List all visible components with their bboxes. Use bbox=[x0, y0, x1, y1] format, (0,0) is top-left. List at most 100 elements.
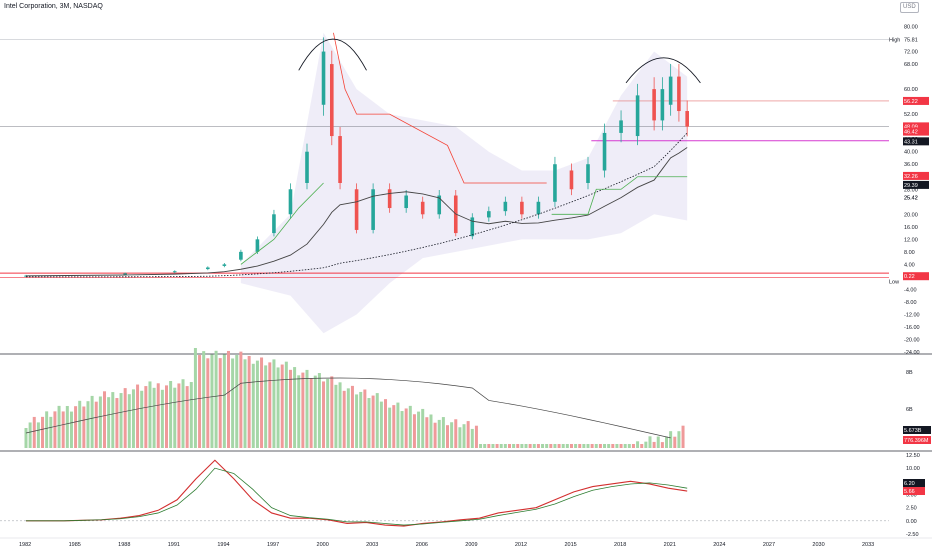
volume-bar bbox=[276, 367, 280, 448]
candle-body bbox=[685, 111, 689, 127]
volume-bar bbox=[57, 405, 61, 448]
supertrend-down-line bbox=[333, 32, 547, 184]
volume-bar bbox=[115, 398, 119, 448]
candle-body bbox=[329, 64, 334, 137]
macd-tick-label: 10.00 bbox=[906, 466, 920, 472]
time-tick-label: 2003 bbox=[366, 542, 378, 548]
volume-bar bbox=[218, 358, 222, 448]
volume-bar bbox=[644, 441, 648, 448]
volume-bar bbox=[198, 355, 202, 448]
volume-bar bbox=[408, 405, 412, 448]
macd-tick-label: 12.50 bbox=[906, 453, 920, 459]
price-tag-box bbox=[903, 180, 929, 189]
volume-bar bbox=[541, 444, 545, 448]
volume-bar bbox=[565, 444, 569, 448]
volume-bar bbox=[189, 382, 193, 448]
candle-body bbox=[520, 201, 524, 215]
time-tick-label: 2027 bbox=[763, 542, 775, 548]
volume-bar bbox=[140, 390, 144, 448]
price-tick-label: 25.42 bbox=[904, 195, 918, 201]
price-tick-label: 12.00 bbox=[904, 237, 918, 243]
price-axis[interactable]: 80.0072.0068.0060.0052.0044.0040.0036.00… bbox=[889, 25, 931, 538]
candle-body bbox=[222, 264, 227, 266]
volume-bar bbox=[36, 422, 40, 448]
candle-body bbox=[288, 189, 293, 215]
volume-bar bbox=[466, 421, 470, 448]
volume-bar bbox=[152, 387, 156, 448]
volume-bar bbox=[255, 360, 259, 448]
volume-bar bbox=[578, 444, 582, 448]
volume-bar bbox=[503, 444, 507, 448]
volume-bar bbox=[165, 385, 168, 448]
candle-body bbox=[371, 189, 375, 230]
volume-bar bbox=[313, 375, 317, 448]
volume-bar bbox=[78, 400, 82, 448]
volume-bar bbox=[487, 444, 491, 448]
volume-bar bbox=[371, 395, 375, 448]
volume-bar bbox=[65, 405, 69, 448]
time-tick-label: 1991 bbox=[168, 542, 180, 548]
price-tick-label: 36.00 bbox=[904, 162, 918, 168]
time-tick-label: 2006 bbox=[416, 542, 428, 548]
volume-bar bbox=[136, 384, 140, 448]
volume-bar bbox=[53, 411, 57, 448]
candle-body bbox=[635, 95, 640, 137]
price-tick-label: -16.00 bbox=[904, 325, 920, 331]
volume-bar bbox=[103, 391, 107, 448]
time-tick-label: 2021 bbox=[664, 542, 676, 548]
volume-bar bbox=[45, 411, 49, 448]
volume-bar bbox=[350, 385, 354, 448]
volume-bar bbox=[28, 422, 32, 448]
time-tick-label: 2015 bbox=[564, 542, 576, 548]
volume-bar bbox=[553, 444, 557, 448]
candle-body bbox=[239, 251, 243, 260]
price-tick-label: 68.00 bbox=[904, 62, 918, 68]
volume-bar bbox=[243, 359, 247, 448]
price-tick-label: -12.00 bbox=[904, 312, 920, 318]
volume-bar bbox=[615, 444, 619, 448]
volume-bar bbox=[673, 436, 677, 448]
price-tag-value: 29.39 bbox=[904, 183, 918, 189]
currency-badge[interactable]: USD bbox=[900, 2, 919, 13]
volume-bar bbox=[507, 444, 511, 448]
volume-bar bbox=[640, 444, 644, 448]
price-tag-box bbox=[903, 137, 929, 146]
price-tag-box bbox=[903, 96, 929, 105]
volume-bar bbox=[322, 381, 326, 448]
candle-body bbox=[321, 51, 326, 105]
volume-bar bbox=[144, 386, 148, 448]
volume-bar bbox=[619, 444, 623, 448]
volume-bar bbox=[677, 431, 681, 448]
time-tick-label: 2024 bbox=[713, 542, 725, 548]
volume-bar bbox=[260, 357, 264, 448]
volume-bar bbox=[520, 444, 524, 448]
time-tick-label: 2012 bbox=[515, 542, 527, 548]
candle-body bbox=[437, 195, 442, 215]
price-tick-label: 4.00 bbox=[904, 262, 915, 268]
supertrend-up-line bbox=[551, 176, 688, 215]
time-tick-label: 2009 bbox=[465, 542, 477, 548]
volume-bar bbox=[367, 398, 371, 448]
volume-bar bbox=[247, 356, 251, 448]
volume-bar bbox=[433, 422, 437, 448]
volume-bar bbox=[111, 392, 115, 448]
time-tick-label: 1985 bbox=[69, 542, 81, 548]
volume-bar bbox=[156, 383, 160, 448]
candle-body bbox=[619, 120, 623, 133]
volume-average-line bbox=[25, 377, 671, 439]
price-tag-box bbox=[903, 122, 929, 131]
candle-body bbox=[660, 89, 665, 121]
overlay-lines bbox=[25, 32, 701, 278]
candle-body bbox=[536, 201, 541, 215]
time-axis[interactable]: 1982 1985 1988 1991 1994 1997 2000 2003 2006 2009… bbox=[19, 542, 874, 548]
volume-bar bbox=[338, 382, 342, 448]
price-tick-label: 28.00 bbox=[904, 187, 918, 193]
volume-bar bbox=[107, 397, 111, 448]
macd-tick-label: 5.00 bbox=[906, 493, 917, 499]
volume-bar bbox=[251, 363, 255, 448]
price-tick-label: 40.00 bbox=[904, 150, 918, 156]
volume-bar bbox=[177, 383, 181, 448]
candle-body bbox=[569, 170, 574, 190]
volume-bar bbox=[98, 396, 102, 448]
